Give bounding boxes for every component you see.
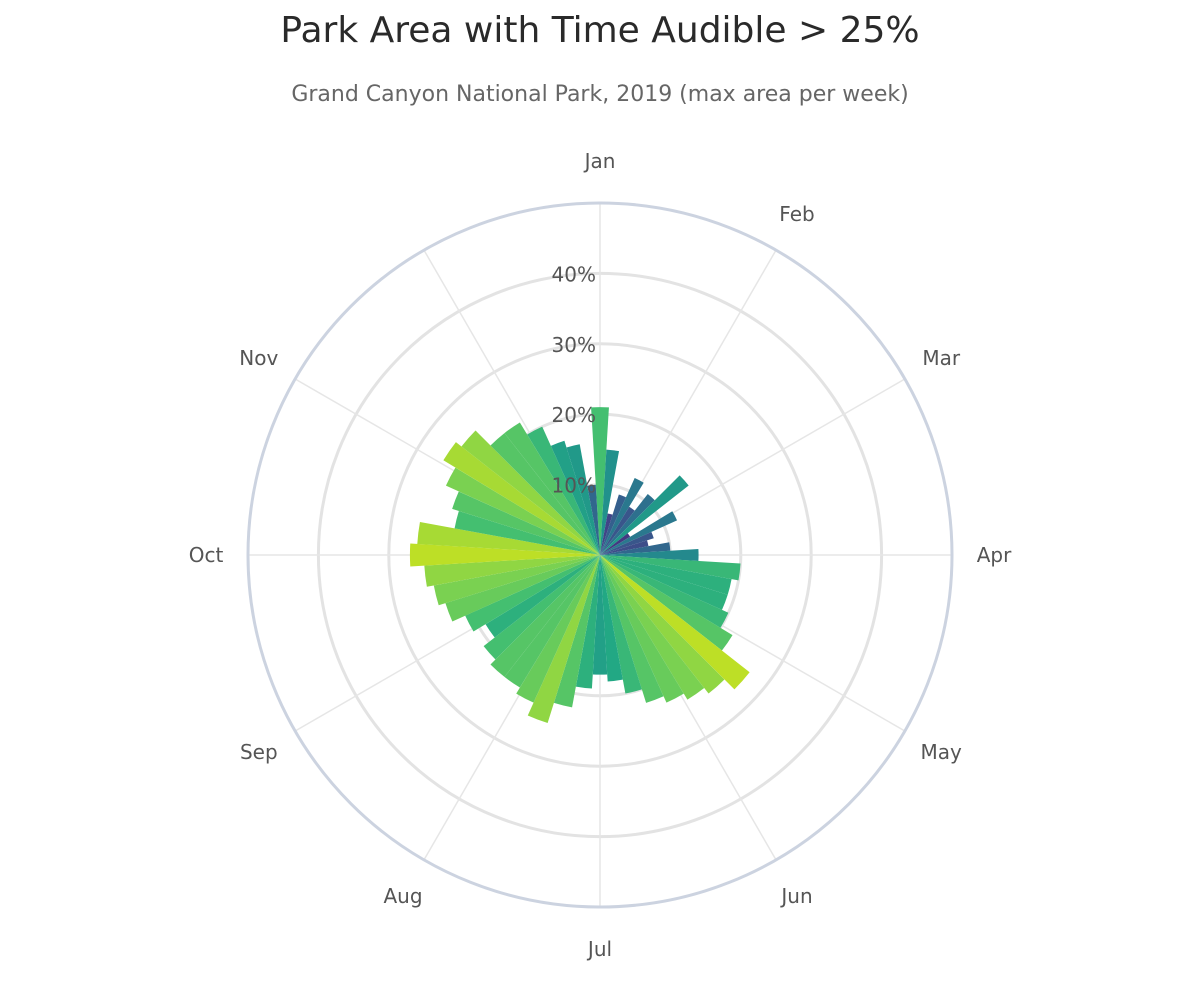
bar-week-37 xyxy=(445,555,600,622)
bar-week-4 xyxy=(600,494,626,555)
bar-week-18 xyxy=(600,555,729,628)
bar-week-20 xyxy=(600,555,750,690)
month-label-jul: Jul xyxy=(586,937,612,961)
bar-week-48 xyxy=(504,422,600,555)
bar-week-41 xyxy=(417,522,600,555)
bar-week-15 xyxy=(600,555,741,581)
bar-week-40 xyxy=(409,543,600,567)
bar-week-28 xyxy=(575,555,600,689)
bar-week-44 xyxy=(445,467,600,555)
bar-week-19 xyxy=(600,555,733,651)
radial-tick-label: 10% xyxy=(552,474,596,498)
bar-week-36 xyxy=(465,555,600,632)
bar-week-11 xyxy=(600,531,654,555)
bar-week-6 xyxy=(600,506,635,555)
chart-subtitle: Grand Canyon National Park, 2019 (max ar… xyxy=(291,82,909,107)
bar-week-22 xyxy=(600,555,705,700)
bar-week-24 xyxy=(600,555,664,703)
bar-week-45 xyxy=(443,442,600,555)
bar-week-10 xyxy=(600,511,678,555)
radial-tick-label: 40% xyxy=(552,262,596,286)
bar-week-7 xyxy=(600,494,655,555)
bar-week-21 xyxy=(600,555,725,694)
month-label-oct: Oct xyxy=(189,543,224,567)
bar-week-13 xyxy=(600,542,671,555)
month-label-may: May xyxy=(921,740,963,764)
bar-week-50 xyxy=(550,440,600,555)
bar-week-5 xyxy=(600,477,644,555)
bar-week-47 xyxy=(490,433,600,555)
month-label-apr: Apr xyxy=(977,543,1012,567)
month-label-nov: Nov xyxy=(239,346,278,370)
month-label-feb: Feb xyxy=(779,202,814,226)
month-label-mar: Mar xyxy=(922,346,961,370)
bar-week-12 xyxy=(600,540,649,555)
bar-week-8 xyxy=(600,475,689,555)
bar-week-30 xyxy=(527,555,600,724)
bar-week-32 xyxy=(504,555,600,688)
radial-tick-label: 30% xyxy=(552,333,596,357)
bar-week-9 xyxy=(600,533,631,555)
bar-week-14 xyxy=(600,549,699,561)
outer-ring xyxy=(246,201,954,909)
bar-week-34 xyxy=(483,555,600,660)
bar-week-17 xyxy=(600,555,728,610)
bar-week-29 xyxy=(553,555,600,708)
bar-week-51 xyxy=(566,444,600,555)
bar-week-3 xyxy=(600,513,613,555)
bar-week-23 xyxy=(600,555,684,703)
bar-week-25 xyxy=(600,555,642,694)
radial-tick-label: 20% xyxy=(552,403,596,427)
bar-week-35 xyxy=(485,555,600,638)
polar-bars xyxy=(409,407,750,724)
month-label-jan: Jan xyxy=(583,149,616,173)
radial-tick-labels: 10% 20% 30% 40% xyxy=(552,262,596,497)
bar-week-27 xyxy=(592,555,608,675)
bar-week-38 xyxy=(433,555,600,606)
bar-week-39 xyxy=(424,555,600,587)
month-label-aug: Aug xyxy=(383,884,422,908)
chart-title: Park Area with Time Audible > 25% xyxy=(280,10,920,51)
bar-week-2 xyxy=(600,449,620,555)
bar-week-1 xyxy=(591,407,609,555)
bar-week-49 xyxy=(527,426,600,555)
bar-week-33 xyxy=(490,555,600,677)
bar-week-42 xyxy=(454,511,600,555)
bar-week-26 xyxy=(600,555,623,682)
bar-week-16 xyxy=(600,555,732,595)
bar-week-31 xyxy=(516,555,600,703)
bar-week-52 xyxy=(587,484,600,555)
month-label-jun: Jun xyxy=(779,884,812,908)
month-label-sep: Sep xyxy=(240,740,278,764)
bar-week-43 xyxy=(452,491,600,555)
angular-month-labels: Jan Feb Mar Apr May Jun Jul Aug Sep Oct Nov xyxy=(189,149,1012,961)
bar-week-46 xyxy=(461,430,600,555)
